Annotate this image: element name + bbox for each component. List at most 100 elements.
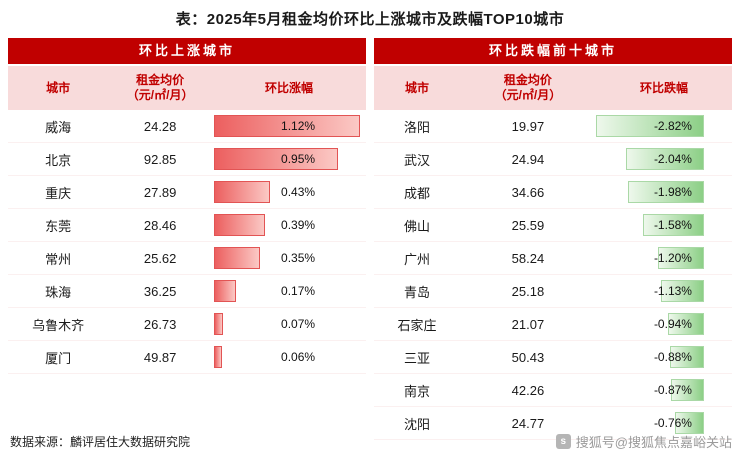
city-name: 佛山 [403, 218, 430, 234]
column-header-price: 租金均价 （元/㎡/月） [460, 73, 596, 103]
fall-bar [660, 280, 704, 302]
change-cell: 0.43% [212, 176, 366, 208]
column-header-city: 城市 [46, 80, 71, 95]
sohu-icon: s [555, 434, 571, 449]
price-value: 25.18 [511, 283, 545, 299]
change-cell: -2.82% [595, 110, 732, 142]
city-name: 成都 [403, 185, 430, 201]
change-value: -1.20% [653, 251, 692, 265]
city-name: 北京 [45, 152, 72, 168]
bar-track [595, 115, 704, 137]
city-name: 青岛 [403, 284, 430, 300]
table-row: 成都 34.66 -1.98% [374, 176, 732, 209]
change-cell: -0.76% [596, 407, 732, 439]
price-value: 25.62 [143, 250, 177, 266]
change-cell: -1.58% [596, 209, 732, 241]
rise-bar [214, 346, 222, 368]
rise-bar [214, 214, 265, 236]
change-cell: -2.04% [596, 143, 732, 175]
table-row: 广州 58.24 -1.20% [374, 242, 732, 275]
change-cell: -1.20% [596, 242, 732, 274]
column-header-city: 城市 [404, 80, 429, 95]
bar-track [596, 346, 704, 368]
price-value: 24.77 [511, 415, 545, 431]
price-value: 36.25 [143, 283, 177, 299]
bar-track [596, 379, 704, 401]
bar-track [214, 247, 360, 269]
bar-track [214, 148, 360, 170]
change-cell: -0.87% [596, 374, 732, 406]
price-value: 50.43 [511, 349, 545, 365]
fall-bar [625, 148, 704, 170]
rise-bar [214, 115, 360, 137]
fall-table-panel: 环比跌幅前十城市 城市 租金均价 （元/㎡/月） 环比跌幅 洛阳 19.97 -2.… [374, 38, 732, 440]
column-header-price-line2: （元/㎡/月） [494, 88, 562, 102]
rise-table-panel: 环比上涨城市 城市 租金均价 （元/㎡/月） 环比涨幅 威海 24.28 1.12%… [8, 38, 366, 374]
change-value: 0.06% [281, 350, 316, 364]
table-row: 青岛 25.18 -1.13% [374, 275, 732, 308]
city-name: 东莞 [45, 218, 72, 234]
watermark-text: 搜狐号@搜狐焦点嘉峪关站 [575, 435, 732, 450]
bar-track [596, 313, 704, 335]
change-cell: 0.06% [212, 341, 366, 373]
change-value: -1.13% [653, 284, 692, 298]
rise-bar [214, 313, 224, 335]
table-row: 石家庄 21.07 -0.94% [374, 308, 732, 341]
price-value: 24.28 [143, 118, 177, 134]
watermark: s 搜狐号@搜狐焦点嘉峪关站 [555, 432, 732, 451]
change-cell: 0.35% [212, 242, 366, 274]
fall-bar [670, 346, 704, 368]
city-name: 珠海 [45, 284, 72, 300]
bar-track [596, 181, 704, 203]
fall-table-rows: 洛阳 19.97 -2.82% 武汉 24.94 -2.04% 成都 34.66 -1.98% 佛… [374, 110, 732, 440]
city-name: 乌鲁木齐 [32, 317, 85, 333]
city-name: 重庆 [45, 185, 72, 201]
table-row: 珠海 36.25 0.17% [8, 275, 366, 308]
fall-table-band: 环比跌幅前十城市 [374, 38, 732, 64]
fall-bar [674, 412, 704, 434]
price-value: 58.24 [511, 250, 545, 266]
column-header-price-line1: 租金均价 [503, 73, 552, 87]
price-value: 92.85 [143, 151, 177, 167]
column-header-rise-change: 环比涨幅 [265, 80, 314, 95]
bar-track [596, 412, 704, 434]
price-value: 26.73 [143, 316, 177, 332]
price-value: 19.97 [511, 118, 545, 134]
change-value: -0.87% [653, 383, 692, 397]
table-row: 武汉 24.94 -2.04% [374, 143, 732, 176]
change-cell: -1.98% [596, 176, 732, 208]
price-value: 28.46 [143, 217, 177, 233]
column-header-price: 租金均价 （元/㎡/月） [108, 73, 212, 103]
fall-bar [668, 313, 704, 335]
rise-bar [214, 280, 237, 302]
city-name: 南京 [403, 383, 430, 399]
change-value: -0.94% [653, 317, 692, 331]
rise-bar [214, 148, 338, 170]
city-name: 石家庄 [397, 317, 437, 333]
rise-bar [214, 247, 260, 269]
change-value: -2.04% [653, 152, 692, 166]
fall-bar [657, 247, 704, 269]
bar-track [596, 148, 704, 170]
city-name: 武汉 [403, 152, 430, 168]
data-source: 数据来源：麟评居住大数据研究院 [10, 435, 191, 449]
price-value: 34.66 [511, 184, 545, 200]
fall-bar [595, 115, 704, 137]
table-row: 东莞 28.46 0.39% [8, 209, 366, 242]
change-value: 0.07% [281, 317, 316, 331]
change-cell: -1.13% [596, 275, 732, 307]
change-cell: -0.94% [596, 308, 732, 340]
bar-track [214, 280, 360, 302]
fall-bar [628, 181, 704, 203]
bar-track [214, 313, 360, 335]
bar-track [596, 280, 704, 302]
price-value: 21.07 [511, 316, 545, 332]
table-row: 佛山 25.59 -1.58% [374, 209, 732, 242]
city-name: 常州 [45, 251, 72, 267]
price-value: 42.26 [511, 382, 545, 398]
change-value: -1.98% [653, 185, 692, 199]
change-cell: 1.12% [212, 110, 366, 142]
table-row: 重庆 27.89 0.43% [8, 176, 366, 209]
change-value: 0.17% [281, 284, 316, 298]
table-row: 乌鲁木齐 26.73 0.07% [8, 308, 366, 341]
